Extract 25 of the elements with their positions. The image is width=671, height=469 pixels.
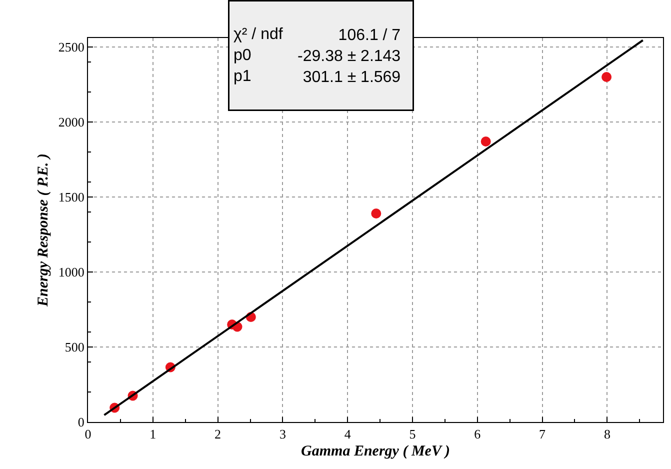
x-tick-label: 2: [214, 426, 222, 442]
y-tick-label: 1000: [58, 264, 84, 280]
x-tick-label: 6: [474, 426, 482, 442]
y-tick-label: 2000: [58, 114, 84, 130]
x-tick-label: 3: [279, 426, 286, 442]
point: [371, 208, 382, 218]
annotation: 301.1 ± 1.569: [302, 68, 401, 86]
x-tick-label: 7: [539, 426, 546, 442]
y-axis-title: Energy Response ( P.E. ): [36, 153, 52, 308]
point: [480, 136, 491, 146]
annotation: χ² / ndf: [234, 26, 284, 44]
x-axis-title: Gamma Energy ( MeV ): [301, 444, 450, 460]
y-tick-label: 2500: [58, 40, 84, 55]
annotation: p0: [234, 47, 252, 64]
y-tick-label: 0: [78, 414, 84, 430]
annotation: p1: [234, 68, 252, 85]
y-tick-label: 500: [64, 340, 84, 355]
x-tick-label: 4: [344, 426, 352, 442]
annotation: 106.1 / 7: [338, 27, 401, 44]
x-tick-label: 5: [409, 426, 416, 442]
point: [602, 72, 612, 82]
annotation: -29.38 ± 2.143: [298, 48, 401, 65]
y-tick-label: 1500: [58, 190, 84, 205]
x-tick-label: 1: [150, 426, 156, 442]
x-tick-label: 8: [604, 426, 610, 442]
